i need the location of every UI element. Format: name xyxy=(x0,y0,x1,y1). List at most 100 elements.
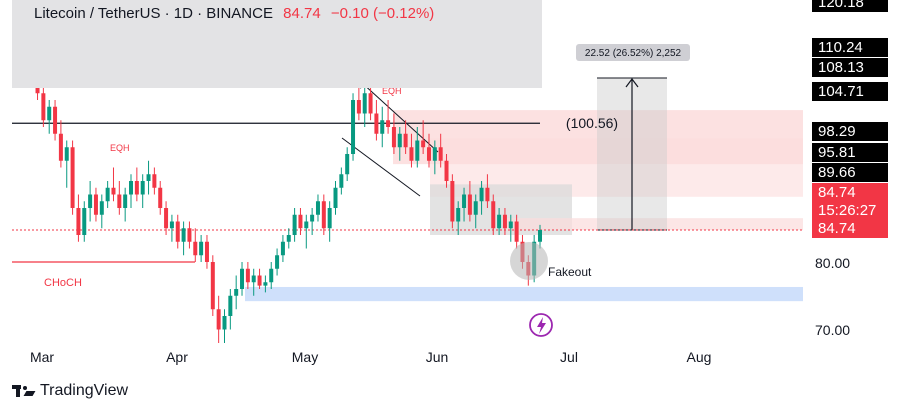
candle-body xyxy=(380,120,385,134)
candle-body xyxy=(351,100,356,154)
time-axis-label-jun: Jun xyxy=(426,349,449,365)
candle-body xyxy=(181,228,186,242)
price-change: −0.10 (−0.12%) xyxy=(330,5,435,22)
candle-body xyxy=(426,147,431,161)
candle-body xyxy=(473,201,478,215)
candle-body xyxy=(421,140,426,148)
candle-body xyxy=(327,208,332,229)
candle-body xyxy=(538,230,542,242)
fakeout-label: Fakeout xyxy=(548,265,592,279)
candle-body xyxy=(432,147,437,161)
candle-body xyxy=(228,295,233,316)
tradingview-brand[interactable]: TradingView xyxy=(12,382,128,400)
candle-body xyxy=(356,100,361,114)
candle-body xyxy=(368,93,373,114)
candle-body xyxy=(444,160,449,181)
candle-body xyxy=(298,214,303,229)
candle-body xyxy=(199,241,204,256)
candle-body xyxy=(76,208,81,235)
candle-body xyxy=(257,275,262,286)
candle-body xyxy=(409,147,414,161)
candle-body xyxy=(53,106,58,134)
candle-body xyxy=(304,221,309,229)
candle-body xyxy=(345,154,350,175)
candle-body xyxy=(315,201,320,215)
candle-body xyxy=(462,194,467,208)
candle-body xyxy=(70,147,75,208)
time-axis-label-jul: Jul xyxy=(560,349,578,365)
candle-body xyxy=(374,113,379,134)
candle-body xyxy=(164,208,169,229)
candle-body xyxy=(210,262,215,310)
price-axis-tag: 84.74 xyxy=(812,183,888,202)
last-price: 84.74 xyxy=(283,5,321,22)
brand-name: TradingView xyxy=(40,382,129,399)
demand-zone xyxy=(245,286,803,302)
price-axis-label: 70.00 xyxy=(815,322,850,338)
candle-body xyxy=(129,181,134,195)
candle-body xyxy=(216,309,221,330)
symbol-info[interactable]: Litecoin / TetherUS · 1D · BINANCE 84.74… xyxy=(34,5,434,22)
candle-body xyxy=(105,187,110,202)
time-axis-label-may: May xyxy=(292,349,318,365)
lightning-icon-ring xyxy=(529,313,553,337)
candle-body xyxy=(397,133,402,148)
candle-body xyxy=(275,255,280,269)
candle-body xyxy=(111,187,116,195)
candle-body xyxy=(93,194,98,215)
candle-body xyxy=(82,208,87,235)
candle-body xyxy=(234,289,239,296)
candle-body xyxy=(450,181,455,222)
candle-body xyxy=(292,214,297,235)
candle-body xyxy=(479,187,484,202)
eqh-label-left: EQH xyxy=(110,143,130,153)
symbol-header: Litecoin / TetherUS · 1D · BINANCE 84.74… xyxy=(12,0,542,88)
candle-body xyxy=(204,241,209,262)
candle-body xyxy=(158,187,163,208)
price-axis-tag: 84.74 xyxy=(812,219,888,238)
candle-body xyxy=(187,228,192,242)
time-axis-label-aug: Aug xyxy=(687,349,712,365)
candle-body xyxy=(140,181,145,195)
candle-body xyxy=(263,282,268,286)
candle-body xyxy=(152,174,157,188)
candle-body xyxy=(491,201,496,229)
candle-body xyxy=(333,187,338,208)
price-axis-tag: 108.13 xyxy=(812,58,888,77)
candle-body xyxy=(280,241,285,256)
candle-body xyxy=(310,214,315,222)
price-axis-tag: 120.18 xyxy=(812,0,888,12)
price-axis-tag: 104.71 xyxy=(812,82,888,101)
candle-body xyxy=(502,214,507,229)
price-axis-tag: 95.81 xyxy=(812,143,888,162)
measure-label-bg xyxy=(576,44,690,61)
fakeout-circle xyxy=(510,242,548,280)
candle-body xyxy=(514,221,519,242)
candle-body xyxy=(117,194,122,208)
sell-zone xyxy=(505,218,803,231)
price-axis-label: 80.00 xyxy=(815,255,850,271)
price-axis-tag: 110.24 xyxy=(812,38,888,57)
measure-arrow-head xyxy=(625,77,639,88)
candle-body xyxy=(415,140,420,161)
eqh-label-right: EQH xyxy=(382,86,402,96)
candle-body xyxy=(467,194,472,215)
candle-body xyxy=(146,174,151,181)
candle-body xyxy=(321,201,326,229)
candle-body xyxy=(251,275,256,283)
candle-body xyxy=(269,268,274,283)
candle-body xyxy=(193,241,198,256)
candle-body xyxy=(339,174,344,188)
resistance-level-label: (100.56) xyxy=(566,115,618,131)
candle-body xyxy=(386,120,391,127)
symbol-name: Litecoin / TetherUS · 1D · BINANCE xyxy=(34,5,273,22)
candle-body xyxy=(497,214,502,229)
candle-body xyxy=(64,147,69,161)
candle-body xyxy=(240,268,245,289)
candle-body xyxy=(286,235,291,242)
candle-body xyxy=(222,316,227,330)
measure-label: 22.52 (26.52%) 2,252 xyxy=(585,48,682,59)
candle-body xyxy=(123,194,128,208)
candle-body xyxy=(169,221,174,229)
